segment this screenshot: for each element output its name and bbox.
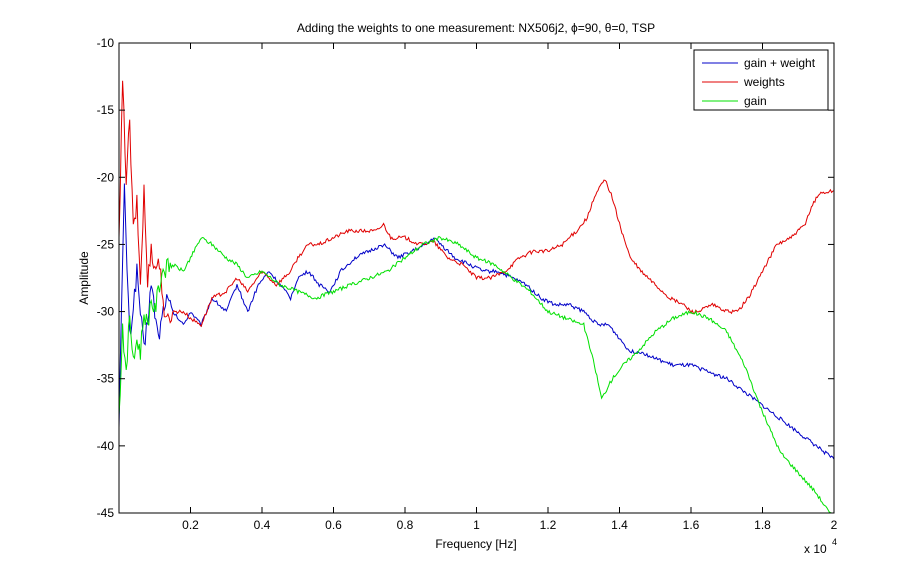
series-line-weights (118, 80, 835, 328)
legend-entries: gain + weight weights gain (702, 56, 816, 108)
x-tick-label: 0.8 (397, 518, 414, 532)
legend-label: gain (744, 94, 767, 108)
x-tick-label: 1 (473, 518, 480, 532)
legend-box (693, 49, 829, 111)
x-tick-label: 0.2 (182, 518, 199, 532)
x-exponent-power: 4 (832, 537, 837, 547)
y-tick-label: -20 (97, 170, 115, 184)
x-tick-label: 1.4 (611, 518, 628, 532)
x-axis-label: Frequency [Hz] (435, 537, 516, 551)
x-tick-label: 1.8 (754, 518, 771, 532)
series-line-gain-weight (118, 183, 835, 460)
series-line-gain (118, 236, 834, 514)
x-exponent-base: x 10 (804, 542, 827, 556)
y-tick-label: -10 (97, 36, 115, 50)
legend-label: gain + weight (744, 56, 816, 70)
plot-lines (118, 80, 835, 514)
y-tick-label: -45 (97, 506, 115, 520)
x-ticks: 0.2 0.4 0.6 0.8 1 1.2 1.4 1.6 1.8 2 (182, 43, 838, 532)
y-tick-label: -25 (97, 237, 115, 251)
y-axis-label: Amplitude (77, 251, 91, 305)
x-exponent: x 10 4 (804, 537, 837, 556)
x-tick-label: 1.6 (683, 518, 700, 532)
x-tick-label: 2 (831, 518, 838, 532)
y-tick-label: -40 (97, 439, 115, 453)
chart-title: Adding the weights to one measurement: N… (297, 21, 655, 35)
x-tick-label: 1.2 (540, 518, 557, 532)
x-tick-label: 0.6 (325, 518, 342, 532)
y-tick-label: -35 (97, 372, 115, 386)
y-tick-label: -30 (97, 305, 115, 319)
y-tick-label: -15 (97, 103, 115, 117)
legend: gain + weight weights gain (693, 49, 829, 111)
y-ticks: -45 -40 -35 -30 -25 -20 -15 -10 (97, 36, 834, 520)
legend-label: weights (743, 75, 785, 89)
x-tick-label: 0.4 (254, 518, 271, 532)
